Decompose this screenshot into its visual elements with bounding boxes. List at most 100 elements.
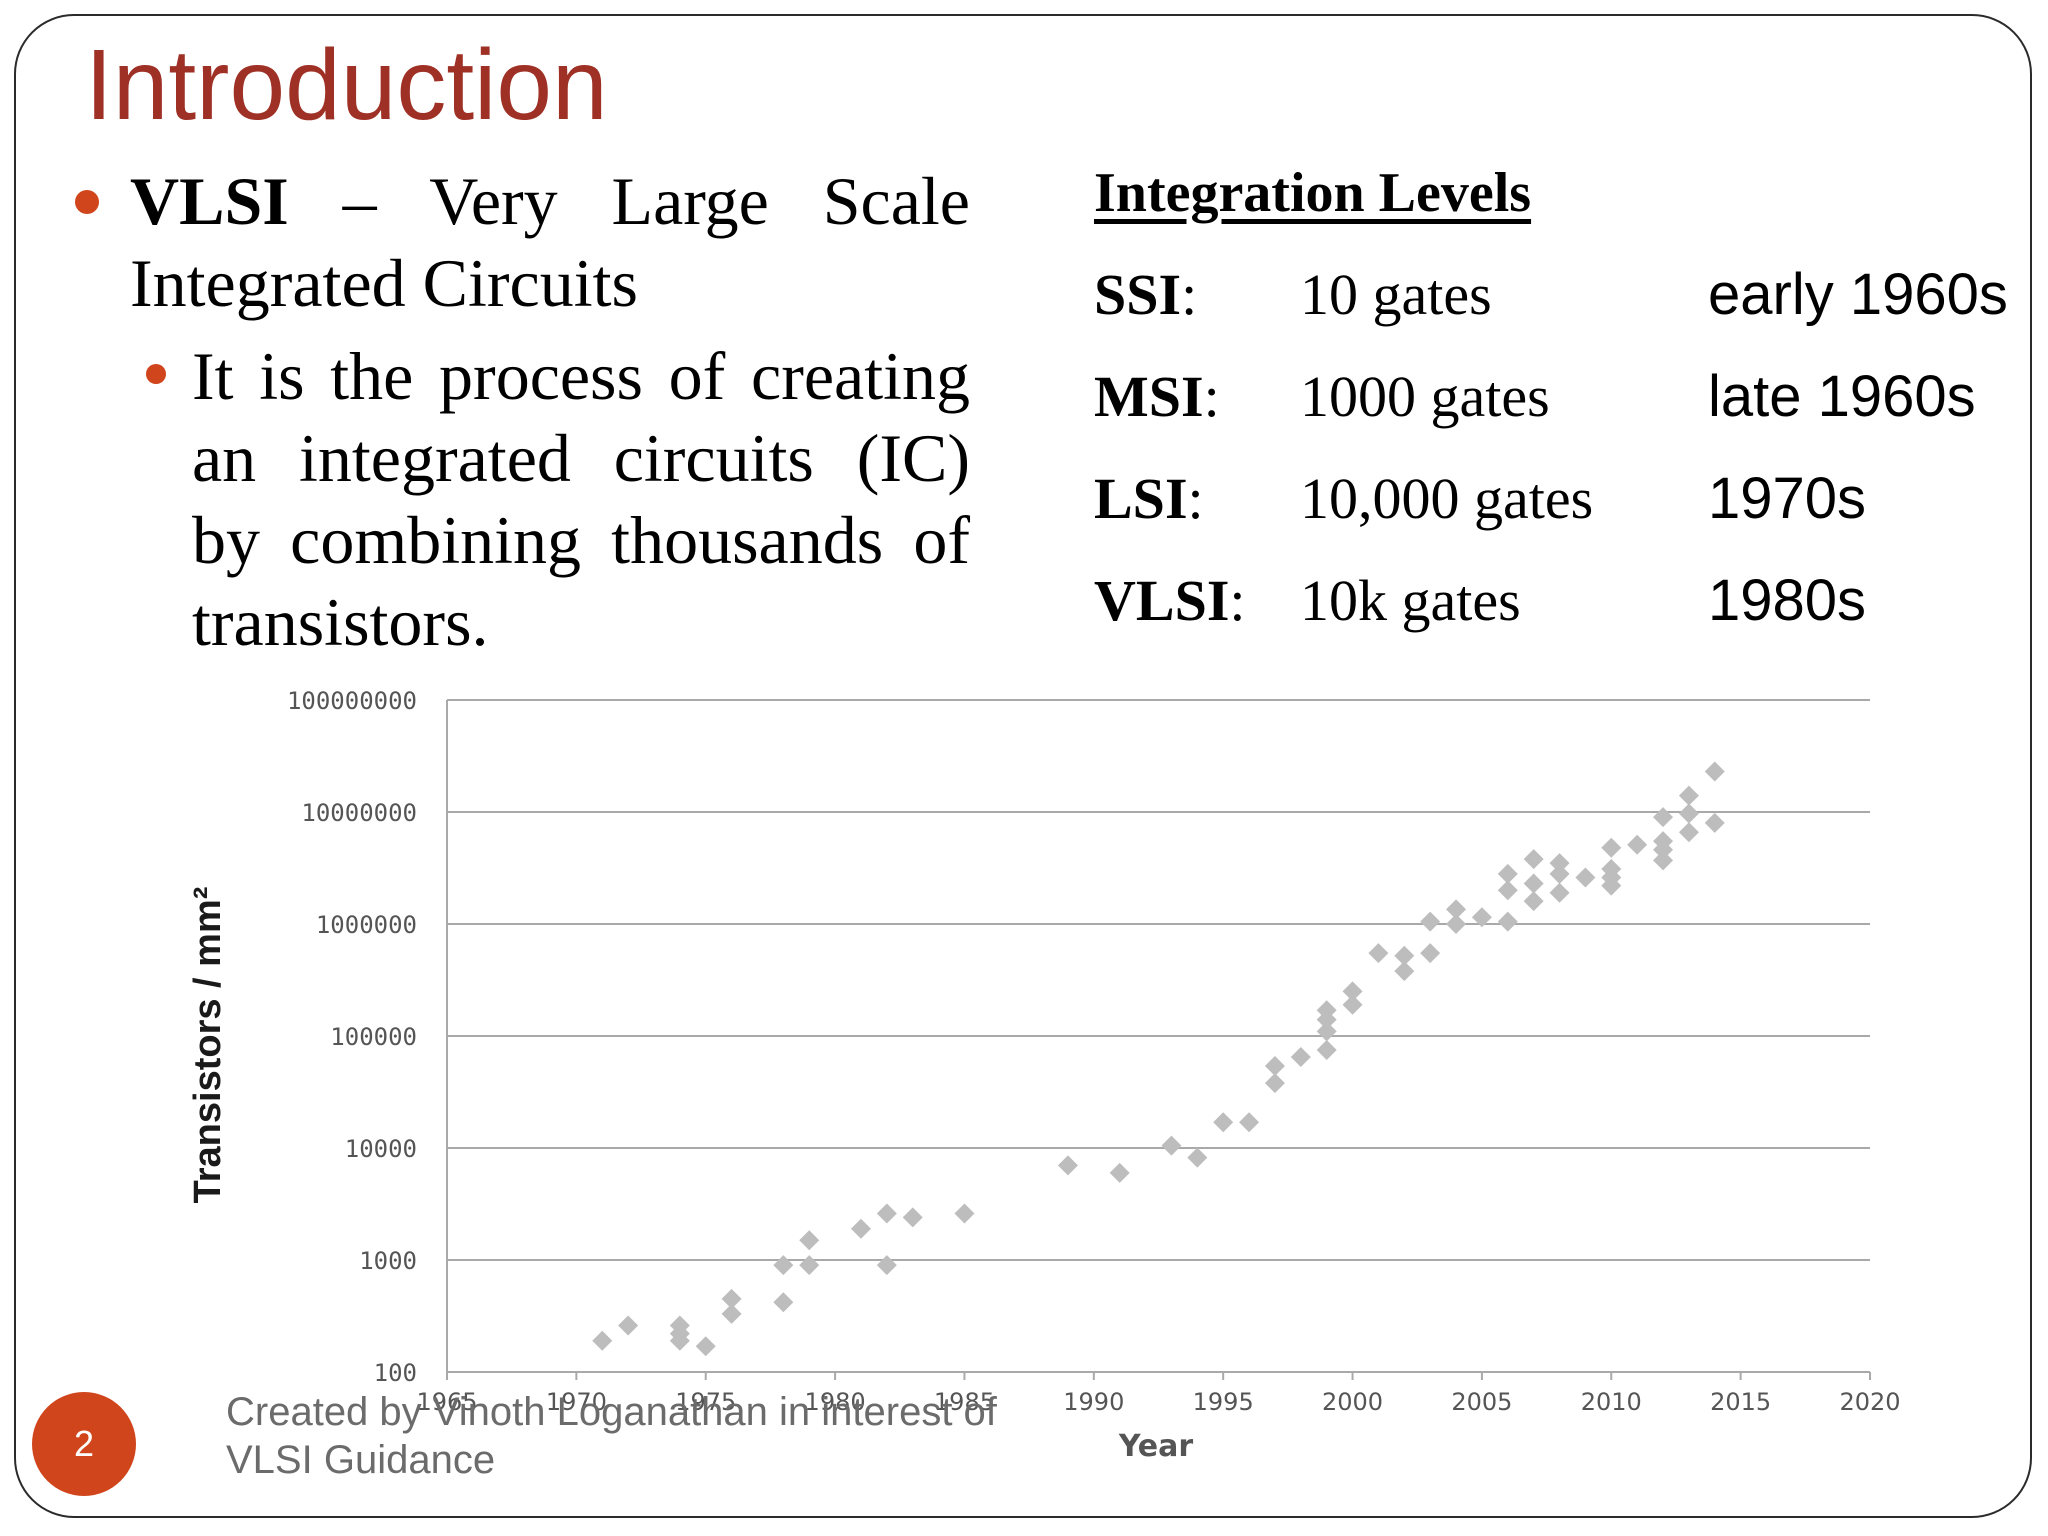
data-point — [1161, 1135, 1182, 1156]
data-point — [850, 1218, 871, 1239]
data-point — [1420, 943, 1441, 964]
data-point — [799, 1230, 820, 1251]
sub-bullet-dot-icon — [146, 364, 166, 384]
slide-title: Introduction — [85, 29, 608, 141]
data-point — [1549, 882, 1570, 903]
level-name: SSI: — [1094, 262, 1198, 327]
vlsi-term: VLSI — [130, 163, 289, 239]
chart-gridlines — [447, 699, 1870, 1373]
y-tick-label: 1000000 — [316, 911, 417, 939]
x-tick-label: 2020 — [1839, 1388, 1900, 1416]
level-gates: 10,000 gates — [1300, 466, 1594, 531]
level-row-vlsi: VLSI: 10k gates 1980s — [0, 561, 2048, 641]
data-point — [954, 1203, 975, 1224]
data-point — [1420, 911, 1441, 932]
x-tick-labels: 1965 1970 1975 1980 1985 1990 1995 2000 2005 2010… — [416, 1388, 1900, 1416]
data-point — [1549, 863, 1570, 884]
level-era: late 1960s — [1708, 364, 1976, 429]
y-tick-label: 100 — [374, 1359, 417, 1387]
data-point — [1239, 1112, 1260, 1133]
data-point — [773, 1255, 794, 1276]
data-point — [1316, 1039, 1337, 1060]
y-tick-label: 100000 — [330, 1023, 417, 1051]
data-point — [1368, 943, 1389, 964]
level-row-ssi: SSI: 10 gates early 1960s — [0, 255, 2048, 335]
data-point — [1264, 1055, 1285, 1076]
data-point — [1497, 880, 1518, 901]
data-point — [902, 1207, 923, 1228]
level-row-msi: MSI: 1000 gates late 1960s — [0, 357, 2048, 437]
data-point — [1523, 849, 1544, 870]
x-tick-label: 1970 — [546, 1388, 607, 1416]
data-point — [1523, 873, 1544, 894]
data-point — [1264, 1073, 1285, 1094]
data-point — [1653, 807, 1674, 828]
level-name: VLSI: — [1094, 568, 1246, 633]
x-tick-label: 2005 — [1451, 1388, 1512, 1416]
data-point — [799, 1255, 820, 1276]
data-point — [1109, 1162, 1130, 1183]
level-gates: 10k gates — [1300, 568, 1521, 633]
slide-frame — [14, 14, 2032, 1518]
data-point — [1627, 834, 1648, 855]
data-point — [1653, 839, 1674, 860]
level-era: early 1960s — [1708, 262, 2008, 327]
data-point — [669, 1330, 690, 1351]
footer-line-1: Created by Vinoth Loganathan in interest… — [226, 1390, 997, 1434]
x-axis-label: Year — [1118, 1429, 1194, 1464]
data-point — [1446, 899, 1467, 920]
data-point — [1394, 961, 1415, 982]
level-name: LSI: — [1094, 466, 1204, 531]
level-era: 1980s — [1708, 568, 1867, 633]
y-tick-labels: 100 1000 10000 100000 1000000 10000000 1000000… — [287, 687, 417, 1387]
x-tick-label: 1965 — [416, 1388, 477, 1416]
data-point — [1290, 1046, 1311, 1067]
data-point — [1575, 867, 1596, 888]
x-tick-label: 1985 — [934, 1388, 995, 1416]
data-point — [1316, 1021, 1337, 1042]
y-tick-label: 10000000 — [301, 799, 417, 827]
data-point — [1704, 812, 1725, 833]
level-row-lsi: LSI: 10,000 gates 1970s — [0, 459, 2048, 539]
data-point — [1394, 945, 1415, 966]
data-point — [1213, 1112, 1234, 1133]
data-points — [592, 761, 1725, 1357]
data-point — [1678, 803, 1699, 824]
data-point — [592, 1330, 613, 1351]
data-point — [1471, 907, 1492, 928]
footer-credit: Created by Vinoth Loganathan in interest… — [226, 1388, 997, 1484]
data-point — [1523, 891, 1544, 912]
data-point — [1497, 863, 1518, 884]
level-gates: 10 gates — [1300, 262, 1492, 327]
data-point — [1601, 875, 1622, 896]
data-point — [1704, 761, 1725, 782]
transistor-density-chart: 100 1000 10000 100000 1000000 10000000 1000000… — [187, 687, 1901, 1464]
y-tick-label: 100000000 — [287, 687, 417, 715]
bullet-process: It is the process of creating an integra… — [192, 338, 970, 660]
y-axis-label: Transistors / mm² — [187, 887, 229, 1204]
data-point — [1446, 914, 1467, 934]
data-point — [1342, 994, 1363, 1015]
data-point — [1187, 1147, 1208, 1168]
data-point — [876, 1255, 897, 1276]
vlsi-definition: – Very Large Scale Integrated Circuits — [130, 163, 970, 321]
data-point — [721, 1288, 742, 1309]
page-number-badge: 2 — [32, 1392, 136, 1496]
data-point — [773, 1292, 794, 1313]
footer-line-2: VLSI Guidance — [226, 1438, 496, 1482]
data-point — [1678, 785, 1699, 806]
data-point — [1057, 1155, 1078, 1176]
data-point — [618, 1315, 639, 1336]
data-point — [1316, 1009, 1337, 1030]
x-tick-label: 1975 — [675, 1388, 736, 1416]
data-point — [1678, 822, 1699, 843]
data-point — [1497, 911, 1518, 932]
x-tick-label: 1990 — [1063, 1388, 1124, 1416]
x-tick-label: 2000 — [1322, 1388, 1383, 1416]
bullet-dot-icon — [75, 190, 99, 214]
level-name: MSI: — [1094, 364, 1220, 429]
level-gates: 1000 gates — [1300, 364, 1550, 429]
y-tick-label: 1000 — [359, 1247, 417, 1275]
x-tick-label: 1980 — [805, 1388, 866, 1416]
data-point — [1601, 837, 1622, 858]
